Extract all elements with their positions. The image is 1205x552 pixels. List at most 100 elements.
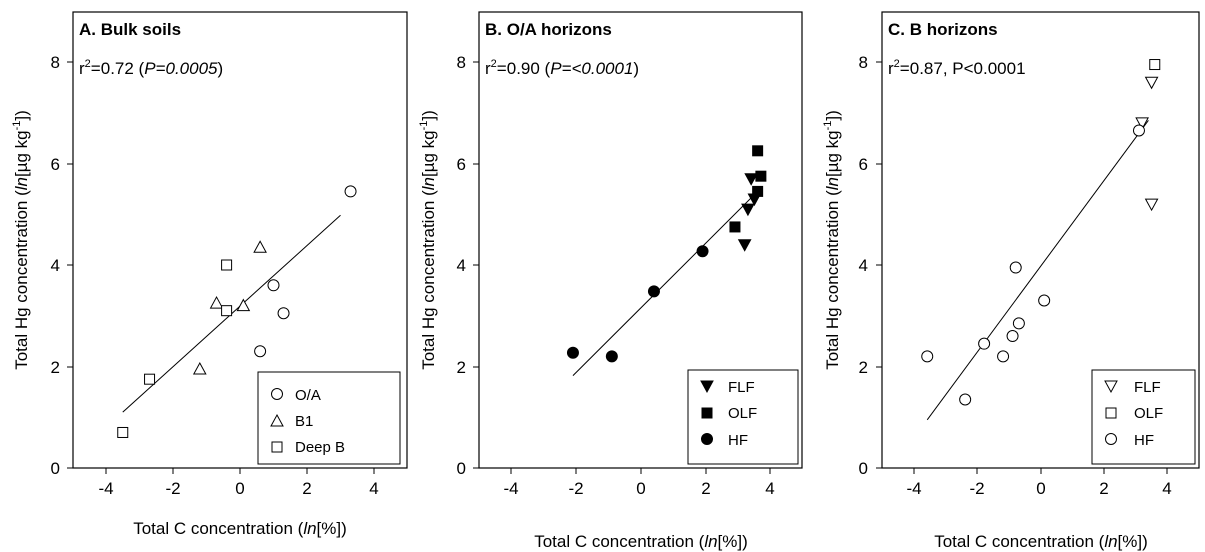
- legend-label: B1: [295, 413, 313, 430]
- data-point: [209, 296, 224, 309]
- data-point: [1009, 261, 1022, 274]
- legend-label: OLF: [1134, 405, 1163, 422]
- p-value: P=0.0005: [144, 59, 218, 78]
- y-tick-labels: 0 2 4 6 8: [859, 53, 868, 478]
- legend-entry: FLF: [700, 379, 755, 396]
- y-tick-label: 6: [859, 155, 868, 174]
- legend-label: Deep B: [295, 439, 345, 456]
- x-axis-label: Total C concentration (ln[%]): [934, 532, 1148, 551]
- y-axis-label: Total Hg concentration (ln[µg kg-1]): [822, 110, 842, 370]
- y-tick-label: 8: [457, 53, 466, 72]
- data-point: [144, 373, 156, 385]
- data-points: [566, 145, 767, 363]
- x-tick-label: -4: [906, 479, 921, 498]
- y-tick-label: 0: [859, 459, 868, 478]
- r2-value: 0.72: [101, 59, 134, 78]
- data-point: [744, 173, 759, 186]
- x-tick-label: -2: [165, 479, 180, 498]
- legend-marker: [270, 413, 284, 427]
- legend-label: FLF: [728, 379, 755, 396]
- y-tick-label: 2: [859, 358, 868, 377]
- data-point: [1012, 317, 1025, 330]
- r2-value: 0.90: [507, 59, 540, 78]
- p-value: P=<0.0001: [550, 59, 633, 78]
- data-point: [978, 337, 991, 350]
- data-point: [221, 259, 233, 271]
- stat-annotation: r2=0.87, P<0.0001: [888, 58, 1026, 78]
- panel-title: A. Bulk soils: [79, 20, 181, 39]
- data-point: [752, 185, 764, 197]
- legend-marker: [701, 407, 713, 419]
- legend-marker: [1105, 407, 1117, 419]
- data-point: [1149, 59, 1161, 71]
- legend-label: HF: [728, 432, 748, 449]
- p-value: P<0.0001: [952, 59, 1025, 78]
- legend-marker: [271, 441, 283, 453]
- y-tick-label: 2: [51, 358, 60, 377]
- x-tick-label: 4: [369, 479, 378, 498]
- x-tick-labels: -4 -2 0 2 4: [98, 479, 378, 498]
- legend: FLF OLF HF: [1091, 369, 1196, 465]
- x-tick-label: -2: [568, 479, 583, 498]
- data-point: [1038, 294, 1051, 307]
- y-tick-label: 0: [457, 459, 466, 478]
- x-tick-label: 0: [235, 479, 244, 498]
- x-ticks: [105, 468, 375, 474]
- legend-label: HF: [1134, 432, 1154, 449]
- legend-marker: [1104, 380, 1118, 394]
- data-point: [959, 393, 972, 406]
- y-axis-label: Total Hg concentration (ln[µg kg-1]): [11, 110, 31, 370]
- data-point: [755, 170, 767, 182]
- y-tick-label: 4: [51, 256, 60, 275]
- regression-line: [572, 191, 758, 376]
- data-point: [1144, 76, 1159, 90]
- data-point: [647, 285, 660, 298]
- x-tick-label: -4: [98, 479, 113, 498]
- x-tick-label: 2: [302, 479, 311, 498]
- x-tick-labels: -4 -2 0 2 4: [503, 479, 774, 498]
- y-ticks: [473, 61, 479, 469]
- legend-marker: [700, 380, 714, 394]
- y-tick-label: 8: [859, 53, 868, 72]
- x-tick-label: -4: [503, 479, 518, 498]
- x-tick-label: 2: [701, 479, 710, 498]
- data-point: [741, 203, 755, 217]
- panel-a: A. Bulk soils r2=0.72 (P=0.0005) 0 2 4 6…: [11, 11, 408, 538]
- legend-entry: B1: [270, 413, 313, 430]
- r2-value: 0.87: [910, 59, 943, 78]
- legend-entry: OLF: [1105, 405, 1163, 422]
- x-tick-label: 0: [1036, 479, 1045, 498]
- panel-b: B. O/A horizons r2=0.90 (P=<0.0001) 0 2 …: [418, 11, 803, 551]
- x-ticks: [913, 468, 1168, 474]
- data-point: [566, 346, 579, 359]
- stat-annotation: r2=0.90 (P=<0.0001): [485, 58, 639, 78]
- data-point: [1132, 124, 1145, 137]
- legend-marker: [1105, 433, 1117, 445]
- data-point: [997, 350, 1010, 363]
- data-points: [921, 59, 1161, 406]
- y-tick-label: 6: [457, 155, 466, 174]
- x-axis-label: Total C concentration (ln[%]): [534, 532, 748, 551]
- y-tick-label: 4: [859, 256, 868, 275]
- data-point: [752, 145, 764, 157]
- data-point: [729, 221, 741, 233]
- legend-entry: FLF: [1104, 379, 1161, 396]
- legend-label: FLF: [1134, 379, 1161, 396]
- data-point: [221, 305, 233, 317]
- legend-entry: HF: [1105, 432, 1154, 449]
- y-ticks: [876, 61, 882, 469]
- data-point: [192, 361, 207, 375]
- y-tick-label: 2: [457, 358, 466, 377]
- data-point: [1006, 330, 1019, 343]
- data-point: [696, 245, 709, 258]
- x-tick-label: -2: [969, 479, 984, 498]
- data-point: [605, 350, 618, 363]
- legend-marker: [271, 388, 283, 400]
- data-point: [236, 298, 251, 312]
- data-point: [254, 345, 267, 358]
- x-tick-label: 2: [1099, 479, 1108, 498]
- legend-entry: OLF: [701, 405, 757, 422]
- panel-c: C. B horizons r2=0.87, P<0.0001 0 2 4 6 …: [822, 11, 1200, 551]
- x-ticks: [510, 468, 771, 474]
